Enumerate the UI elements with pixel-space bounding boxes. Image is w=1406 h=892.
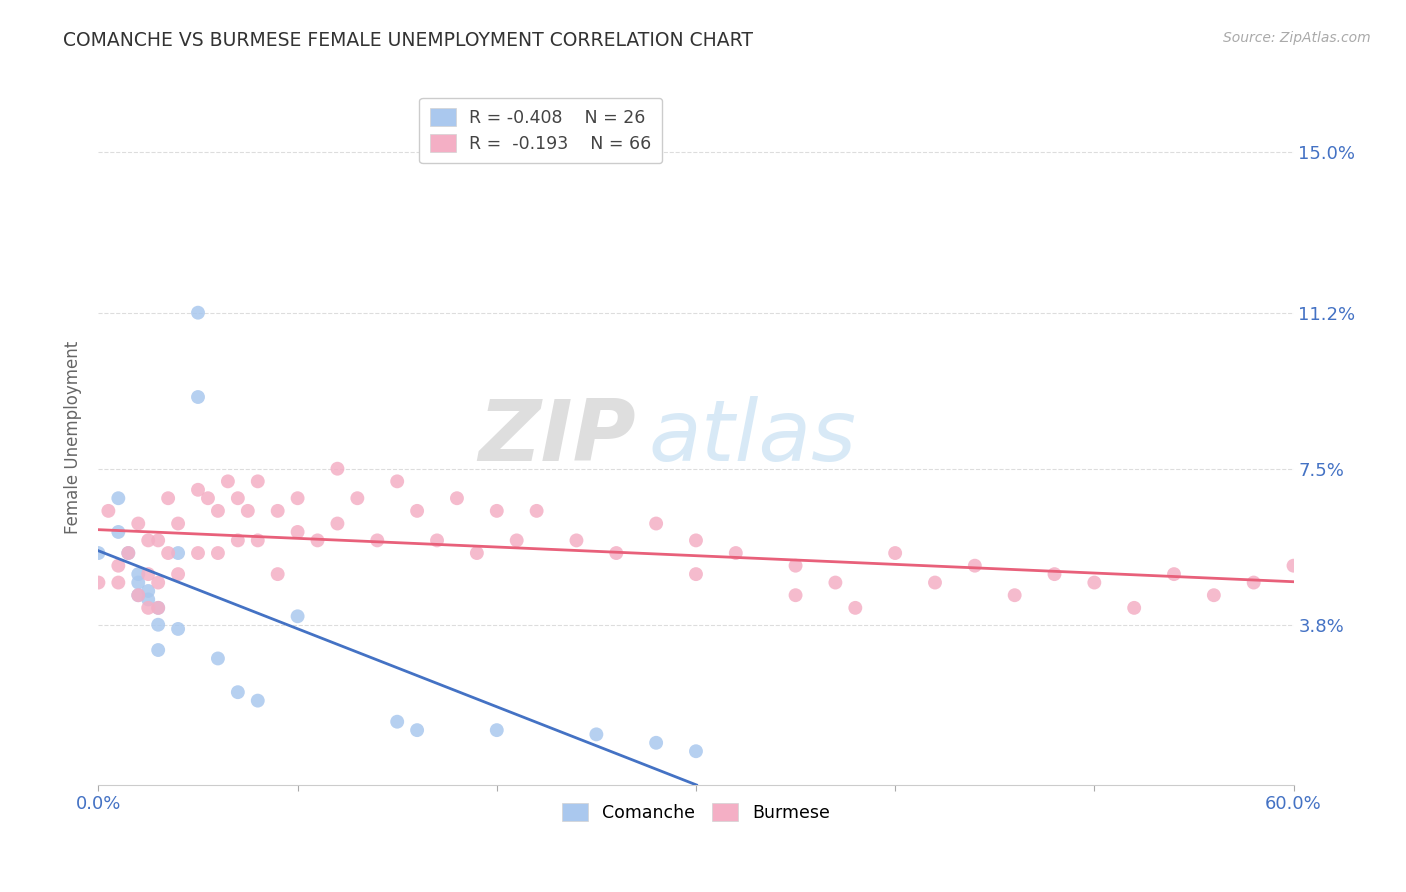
Point <box>87 546 110 560</box>
Point <box>645 736 668 750</box>
Point <box>207 546 229 560</box>
Point <box>287 609 309 624</box>
Point <box>326 516 349 531</box>
Point <box>148 600 170 615</box>
Point <box>107 491 129 506</box>
Point <box>685 533 707 548</box>
Point <box>406 723 429 738</box>
Point <box>963 558 986 573</box>
Point <box>148 600 170 615</box>
Point <box>127 588 149 602</box>
Point <box>605 546 627 560</box>
Point <box>526 504 548 518</box>
Point <box>246 475 269 489</box>
Point <box>157 546 180 560</box>
Point <box>136 533 159 548</box>
Point <box>236 504 259 518</box>
Point <box>97 504 120 518</box>
Point <box>465 546 488 560</box>
Point <box>385 714 409 729</box>
Legend: Comanche, Burmese: Comanche, Burmese <box>551 792 841 832</box>
Point <box>426 533 449 548</box>
Point <box>1282 558 1305 573</box>
Point <box>267 504 290 518</box>
Point <box>187 483 209 497</box>
Point <box>785 588 807 602</box>
Point <box>724 546 747 560</box>
Point <box>446 491 468 506</box>
Point <box>226 685 249 699</box>
Point <box>685 567 707 582</box>
Point <box>127 575 149 590</box>
Point <box>226 533 249 548</box>
Point <box>148 575 170 590</box>
Point <box>924 575 946 590</box>
Point <box>246 533 269 548</box>
Point <box>136 600 159 615</box>
Point <box>148 533 170 548</box>
Text: Source: ZipAtlas.com: Source: ZipAtlas.com <box>1223 31 1371 45</box>
Point <box>136 584 159 599</box>
Point <box>1163 567 1185 582</box>
Point <box>267 567 290 582</box>
Point <box>685 744 707 758</box>
Point <box>824 575 846 590</box>
Point <box>406 504 429 518</box>
Text: atlas: atlas <box>648 395 856 479</box>
Point <box>1243 575 1265 590</box>
Point <box>485 723 508 738</box>
Point <box>197 491 219 506</box>
Point <box>485 504 508 518</box>
Point <box>287 491 309 506</box>
Point <box>107 575 129 590</box>
Point <box>1202 588 1225 602</box>
Point <box>217 475 239 489</box>
Point <box>167 546 190 560</box>
Point <box>167 516 190 531</box>
Point <box>1004 588 1026 602</box>
Point <box>187 390 209 404</box>
Point <box>1043 567 1066 582</box>
Point <box>226 491 249 506</box>
Point <box>187 306 209 320</box>
Point <box>148 643 170 657</box>
Point <box>136 567 159 582</box>
Point <box>107 558 129 573</box>
Point <box>207 504 229 518</box>
Point <box>187 546 209 560</box>
Point <box>136 592 159 607</box>
Point <box>1123 600 1146 615</box>
Point <box>307 533 329 548</box>
Point <box>127 567 149 582</box>
Point <box>1083 575 1105 590</box>
Point <box>167 567 190 582</box>
Point <box>87 575 110 590</box>
Point <box>785 558 807 573</box>
Point <box>246 693 269 707</box>
Point <box>287 524 309 539</box>
Point <box>844 600 866 615</box>
Point <box>107 524 129 539</box>
Text: COMANCHE VS BURMESE FEMALE UNEMPLOYMENT CORRELATION CHART: COMANCHE VS BURMESE FEMALE UNEMPLOYMENT … <box>63 31 754 50</box>
Point <box>326 461 349 475</box>
Point <box>385 475 409 489</box>
Point <box>117 546 139 560</box>
Point <box>366 533 388 548</box>
Point <box>127 516 149 531</box>
Point <box>127 588 149 602</box>
Point <box>506 533 529 548</box>
Point <box>645 516 668 531</box>
Text: ZIP: ZIP <box>478 395 637 479</box>
Point <box>207 651 229 665</box>
Y-axis label: Female Unemployment: Female Unemployment <box>65 341 83 533</box>
Point <box>157 491 180 506</box>
Point <box>565 533 588 548</box>
Point <box>148 617 170 632</box>
Point <box>346 491 368 506</box>
Point <box>585 727 607 741</box>
Point <box>167 622 190 636</box>
Point <box>117 546 139 560</box>
Point <box>884 546 907 560</box>
